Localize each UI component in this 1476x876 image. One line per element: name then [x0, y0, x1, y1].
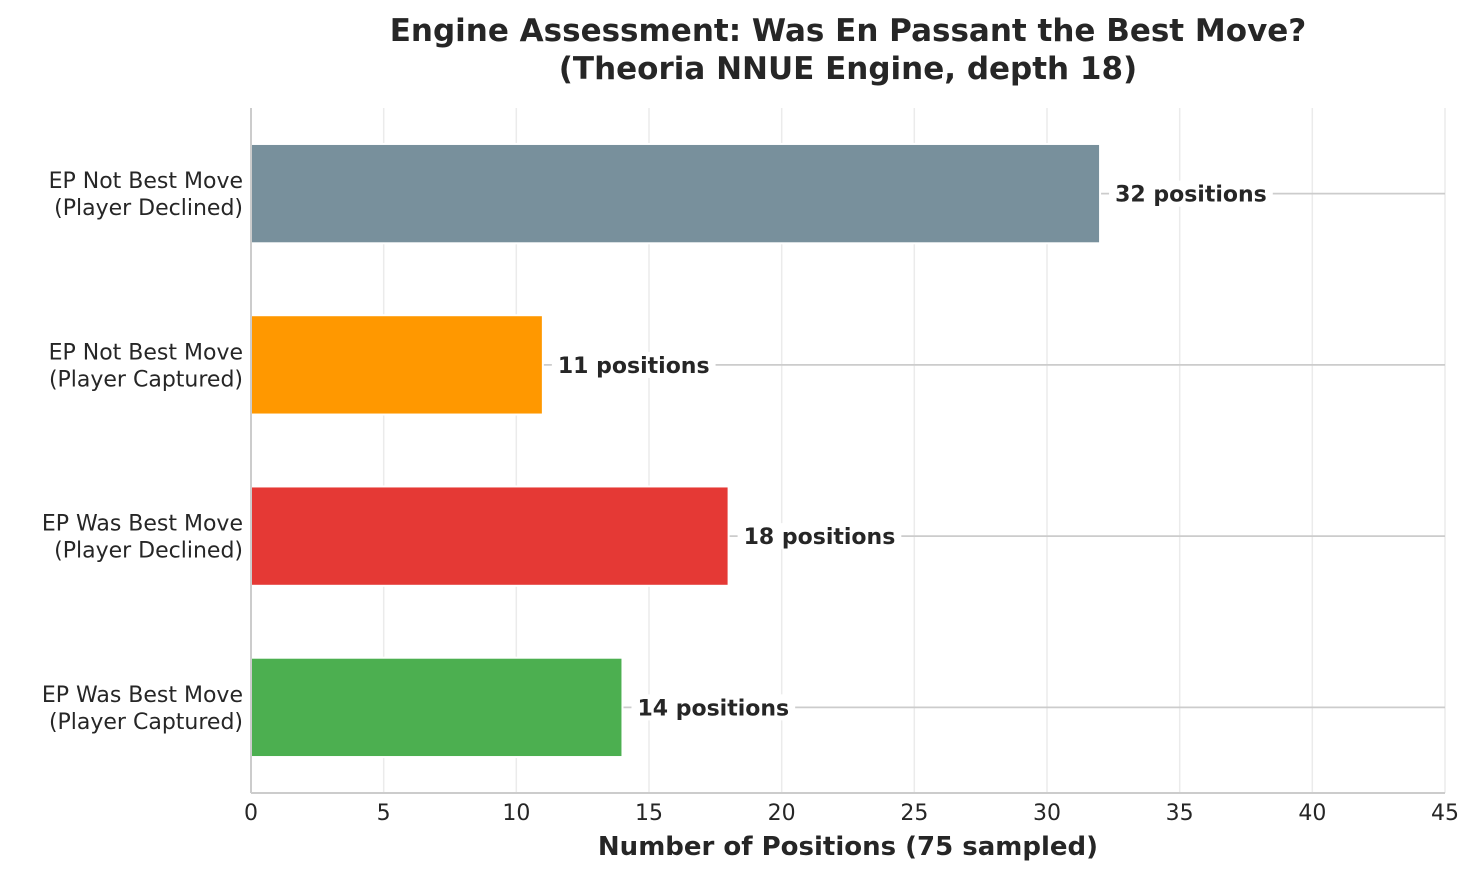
value-label-background	[737, 523, 902, 550]
bars	[250, 142, 1102, 759]
x-tick-label: 0	[244, 801, 258, 826]
x-tick-label: 5	[377, 801, 391, 826]
category-label: (Player Declined)	[54, 539, 243, 564]
category-label: EP Not Best Move	[49, 169, 243, 194]
x-tick-label: 35	[1166, 801, 1194, 826]
value-labels: 32 positions 11 positions 18 positions 14 p…	[551, 180, 1273, 721]
bar	[250, 314, 544, 416]
bar	[250, 485, 730, 587]
x-tick-label: 40	[1298, 801, 1326, 826]
chart-title-line: Engine Assessment: Was En Passant the Be…	[390, 13, 1307, 49]
category-label: EP Was Best Move	[42, 683, 243, 708]
value-label: 32 positions	[1115, 183, 1267, 208]
category-labels: EP Not Best Move(Player Declined)EP Not …	[42, 169, 243, 735]
x-tick-labels: 0 5 10 15 20 25 30 35 40 45	[244, 801, 1459, 826]
chart-subtitle-line: (Theoria NNUE Engine, depth 18)	[559, 51, 1137, 87]
value-label-background	[551, 351, 716, 378]
value-label: 11 positions	[558, 354, 710, 379]
x-tick-label: 20	[768, 801, 796, 826]
x-tick-label: 45	[1431, 801, 1459, 826]
x-tick-label: 25	[900, 801, 928, 826]
category-label: (Player Captured)	[49, 367, 243, 392]
category-label: EP Was Best Move	[42, 512, 243, 537]
x-tick-label: 15	[635, 801, 663, 826]
value-label: 14 positions	[637, 696, 789, 721]
bar	[250, 142, 1102, 245]
bar	[250, 656, 624, 759]
category-label: (Player Declined)	[54, 196, 243, 221]
x-tick-label: 30	[1033, 801, 1061, 826]
value-label: 18 positions	[744, 525, 896, 550]
chart-title: Engine Assessment: Was En Passant the Be…	[390, 13, 1307, 87]
category-reference-lines	[542, 192, 1445, 709]
x-axis-label: Number of Positions (75 sampled)	[598, 832, 1098, 862]
axes	[250, 108, 1445, 794]
value-label-background	[1109, 180, 1273, 207]
value-label-background	[631, 694, 796, 721]
category-label: EP Not Best Move	[49, 340, 243, 365]
category-label: (Player Captured)	[49, 710, 243, 735]
x-tick-label: 10	[502, 801, 530, 826]
